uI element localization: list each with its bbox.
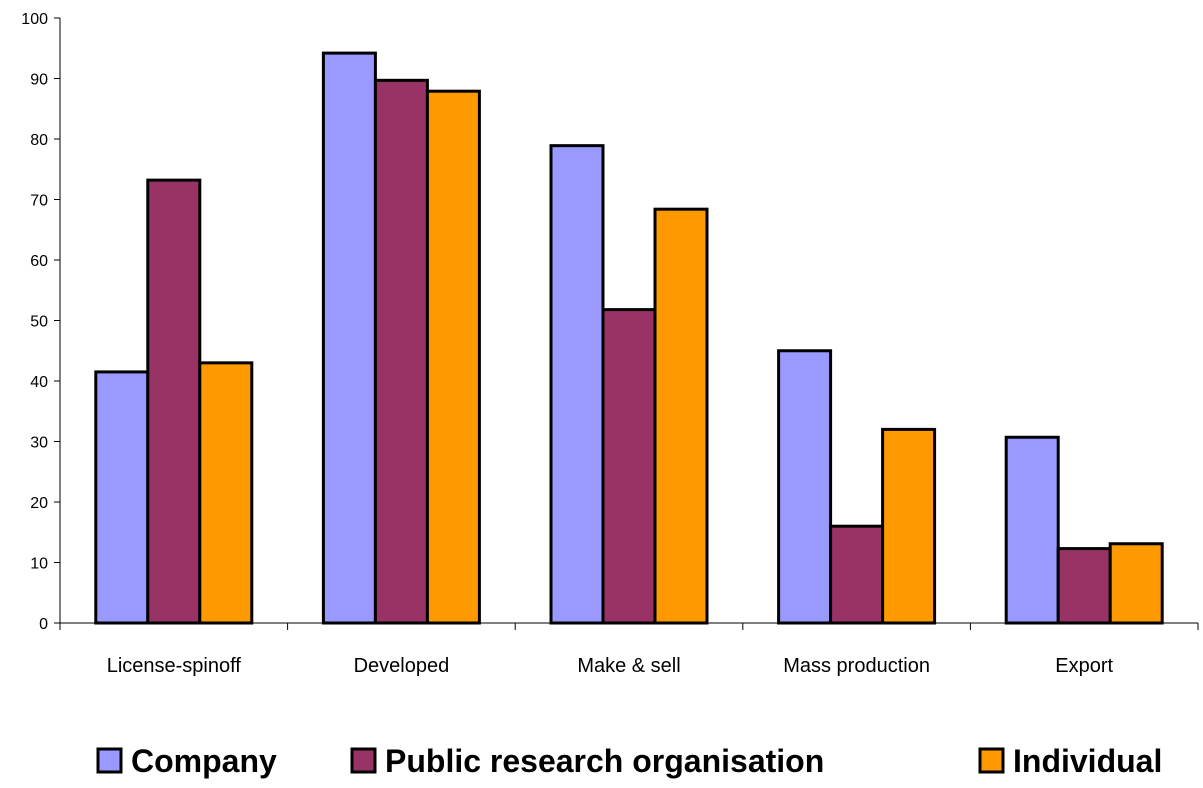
y-tick-label: 70 [30, 193, 48, 210]
bar-company-1 [321, 51, 377, 625]
category-label: Developed [354, 655, 450, 677]
legend-label: Individual [1013, 743, 1162, 779]
category-label: Mass production [783, 655, 930, 677]
bar-public-research-organisation-4 [1056, 547, 1112, 625]
bar-individual-1 [425, 89, 481, 625]
y-tick-label: 40 [30, 374, 48, 391]
y-tick-label: 0 [39, 616, 48, 633]
y-tick-label: 90 [30, 72, 48, 89]
bar-individual-4 [1108, 542, 1164, 625]
bar-company-4 [1004, 435, 1060, 625]
y-tick-label: 10 [30, 556, 48, 573]
bars [94, 51, 1164, 625]
bar-individual-3 [881, 427, 937, 625]
y-tick-label: 30 [30, 435, 48, 452]
x-axis: License-spinoff Developed Make & sell Mass … [59, 622, 1199, 677]
y-tick-label: 80 [30, 132, 48, 149]
bar-company-2 [549, 144, 605, 625]
category-label: License-spinoff [107, 655, 242, 677]
bar-public-research-organisation-3 [829, 524, 885, 625]
bar-company-3 [777, 349, 833, 625]
bar-public-research-organisation-2 [601, 308, 657, 625]
legend-label: Company [131, 743, 277, 779]
bar-public-research-organisation-0 [146, 178, 202, 625]
legend: Company Public research organisation Indiv… [96, 743, 1162, 779]
legend-swatch [96, 747, 123, 774]
y-tick-label: 20 [30, 495, 48, 512]
y-tick-label: 60 [30, 253, 48, 270]
y-axis: 0 10 20 30 40 50 60 70 80 90 100 [21, 11, 61, 633]
category-label: Export [1055, 655, 1113, 677]
bar-individual-0 [198, 361, 254, 625]
bar-individual-2 [653, 207, 709, 625]
legend-swatch [978, 747, 1005, 774]
y-tick-label: 50 [30, 314, 48, 331]
legend-label: Public research organisation [385, 743, 824, 779]
bar-company-0 [94, 370, 150, 625]
bar-public-research-organisation-1 [373, 78, 429, 625]
y-tick-label: 100 [21, 11, 48, 28]
legend-swatch [350, 747, 377, 774]
category-label: Make & sell [577, 655, 680, 677]
